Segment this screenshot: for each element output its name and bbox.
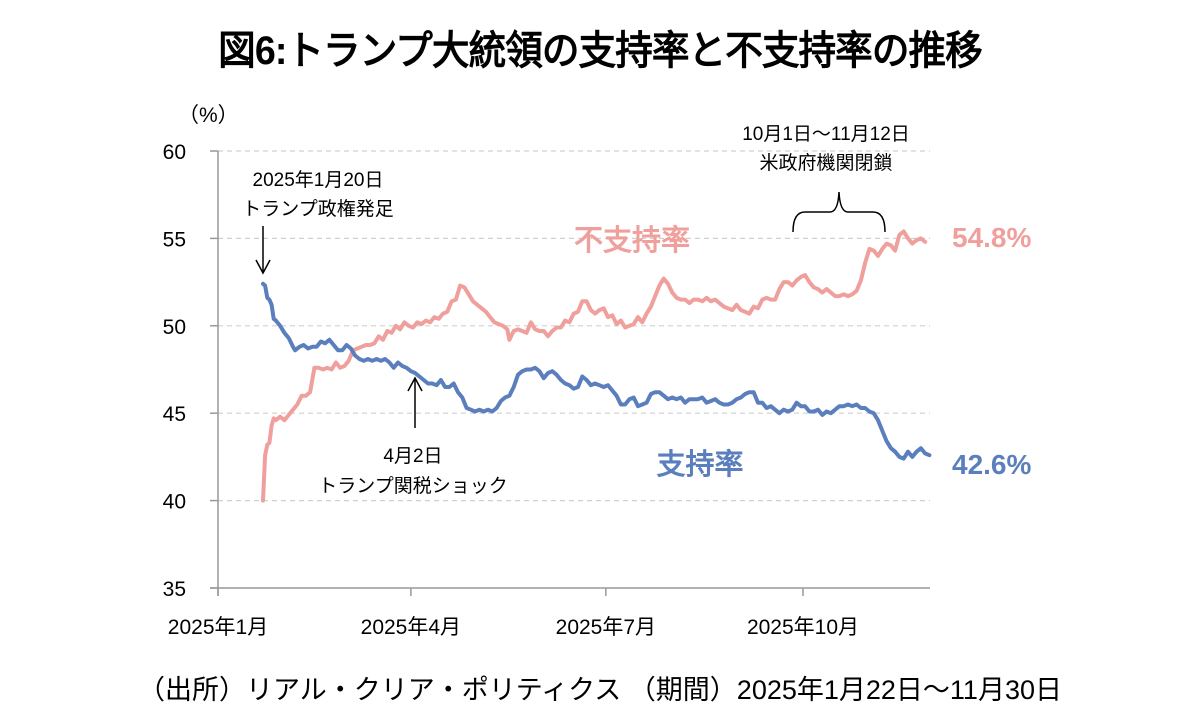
disapproval-end-value: 54.8% xyxy=(952,222,1031,253)
x-tick-label: 2025年4月 xyxy=(361,616,461,639)
annotation-inauguration-text: トランプ政権発足 xyxy=(242,198,393,220)
chart-title: 図6:トランプ大統領の支持率と不支持率の推移 xyxy=(218,29,983,73)
annotation-tariff-text: トランプ関税ショック xyxy=(318,475,507,497)
x-tick-label: 2025年1月 xyxy=(168,616,268,639)
approval-series-label: 支持率 xyxy=(656,447,743,481)
annotation-inauguration-date: 2025年1月20日 xyxy=(253,169,384,191)
y-ticks: 35 40 45 50 55 60 xyxy=(163,141,186,601)
annotation-shutdown-text: 米政府機関閉鎖 xyxy=(759,152,892,174)
y-tick-label: 50 xyxy=(163,316,186,339)
y-tick-label: 40 xyxy=(163,491,186,514)
approval-end-value: 42.6% xyxy=(952,449,1031,480)
axes xyxy=(210,150,930,596)
gridlines xyxy=(218,150,930,502)
disapproval-line xyxy=(261,229,928,503)
x-tick-label: 2025年7月 xyxy=(556,616,656,639)
annotation-tariff-date: 4月2日 xyxy=(383,446,442,467)
x-tick-label: 2025年10月 xyxy=(747,616,859,639)
annotation-shutdown-period: 10月1日～11月12日 xyxy=(742,124,910,145)
curly-brace-icon xyxy=(792,191,886,233)
x-ticks: 2025年1月 2025年4月 2025年7月 2025年10月 xyxy=(168,616,859,639)
y-axis-unit-label: （%） xyxy=(178,104,239,127)
arrow-down-head-icon xyxy=(255,259,271,275)
y-tick-label: 55 xyxy=(163,228,186,251)
disapproval-series-label: 不支持率 xyxy=(574,223,690,257)
y-tick-label: 60 xyxy=(163,141,186,164)
y-tick-label: 35 xyxy=(163,578,186,601)
y-tick-label: 45 xyxy=(163,403,186,426)
arrow-up-head-icon xyxy=(407,376,423,392)
source-footer: （出所）リアル・クリア・ポリティクス （期間）2025年1月22日～11月30日 xyxy=(138,675,1062,705)
approval-line xyxy=(261,281,932,461)
series-lines xyxy=(261,229,932,503)
